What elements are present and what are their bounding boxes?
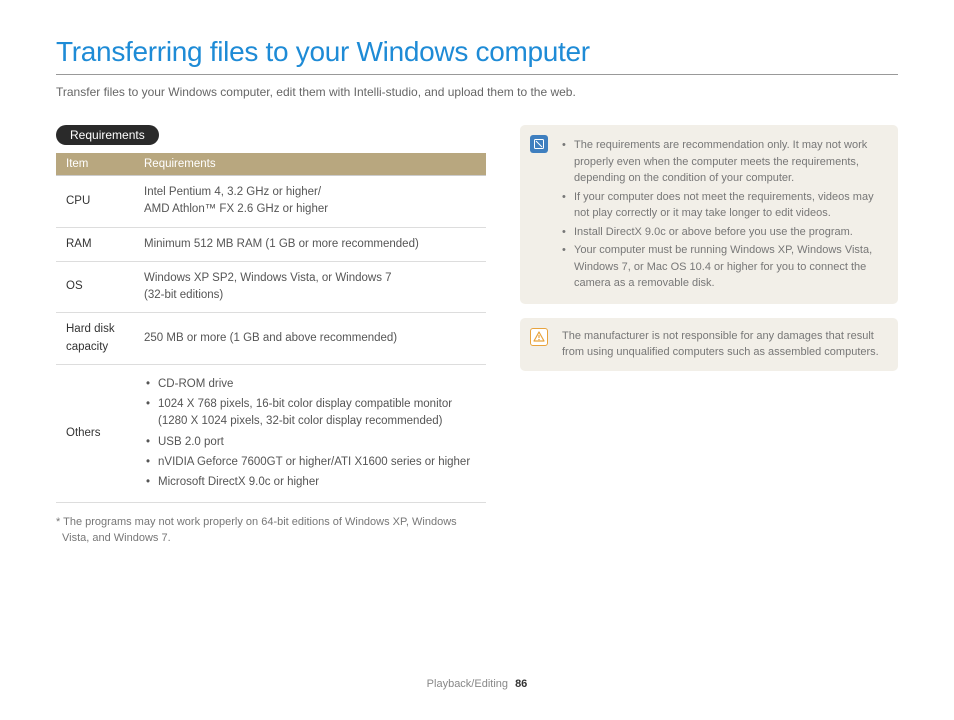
requirements-table: Item Requirements CPU Intel Pentium 4, 3… — [56, 153, 486, 503]
table-row: Hard disk capacity 250 MB or more (1 GB … — [56, 313, 486, 365]
cell-value: Minimum 512 MB RAM (1 GB or more recomme… — [134, 227, 486, 261]
page-footer: Playback/Editing 86 — [0, 678, 954, 690]
page-subtitle: Transfer files to your Windows computer,… — [56, 85, 898, 99]
info-callout: The requirements are recommendation only… — [520, 125, 898, 304]
list-item: Your computer must be running Windows XP… — [562, 242, 884, 292]
list-item: Install DirectX 9.0c or above before you… — [562, 224, 884, 241]
cell-value: Intel Pentium 4, 3.2 GHz or higher/ AMD … — [134, 176, 486, 228]
list-item: Microsoft DirectX 9.0c or higher — [144, 474, 476, 491]
warning-text: The manufacturer is not responsible for … — [562, 330, 879, 359]
cell-value: CD-ROM drive 1024 X 768 pixels, 16-bit c… — [134, 364, 486, 503]
table-row: OS Windows XP SP2, Windows Vista, or Win… — [56, 261, 486, 313]
list-item: USB 2.0 port — [144, 434, 476, 451]
list-item: CD-ROM drive — [144, 376, 476, 393]
cell-value: Windows XP SP2, Windows Vista, or Window… — [134, 261, 486, 313]
note-icon — [530, 135, 548, 153]
section-pill: Requirements — [56, 125, 159, 145]
cell-value: 250 MB or more (1 GB and above recommend… — [134, 313, 486, 365]
table-row: RAM Minimum 512 MB RAM (1 GB or more rec… — [56, 227, 486, 261]
table-row: CPU Intel Pentium 4, 3.2 GHz or higher/ … — [56, 176, 486, 228]
cell-label: Hard disk capacity — [56, 313, 134, 365]
cell-label: Others — [56, 364, 134, 503]
footer-page-number: 86 — [515, 678, 527, 690]
warning-callout: The manufacturer is not responsible for … — [520, 318, 898, 371]
list-item: If your computer does not meet the requi… — [562, 189, 884, 222]
th-req: Requirements — [134, 153, 486, 176]
list-item: nVIDIA Geforce 7600GT or higher/ATI X160… — [144, 454, 476, 471]
list-item: The requirements are recommendation only… — [562, 137, 884, 187]
cell-label: RAM — [56, 227, 134, 261]
table-row: Others CD-ROM drive 1024 X 768 pixels, 1… — [56, 364, 486, 503]
footnote: * The programs may not work properly on … — [56, 515, 486, 546]
page-title: Transferring files to your Windows compu… — [56, 36, 898, 75]
warning-icon — [530, 328, 548, 346]
list-item: 1024 X 768 pixels, 16-bit color display … — [144, 396, 476, 431]
footer-section: Playback/Editing — [427, 678, 508, 690]
cell-label: OS — [56, 261, 134, 313]
th-item: Item — [56, 153, 134, 176]
cell-label: CPU — [56, 176, 134, 228]
